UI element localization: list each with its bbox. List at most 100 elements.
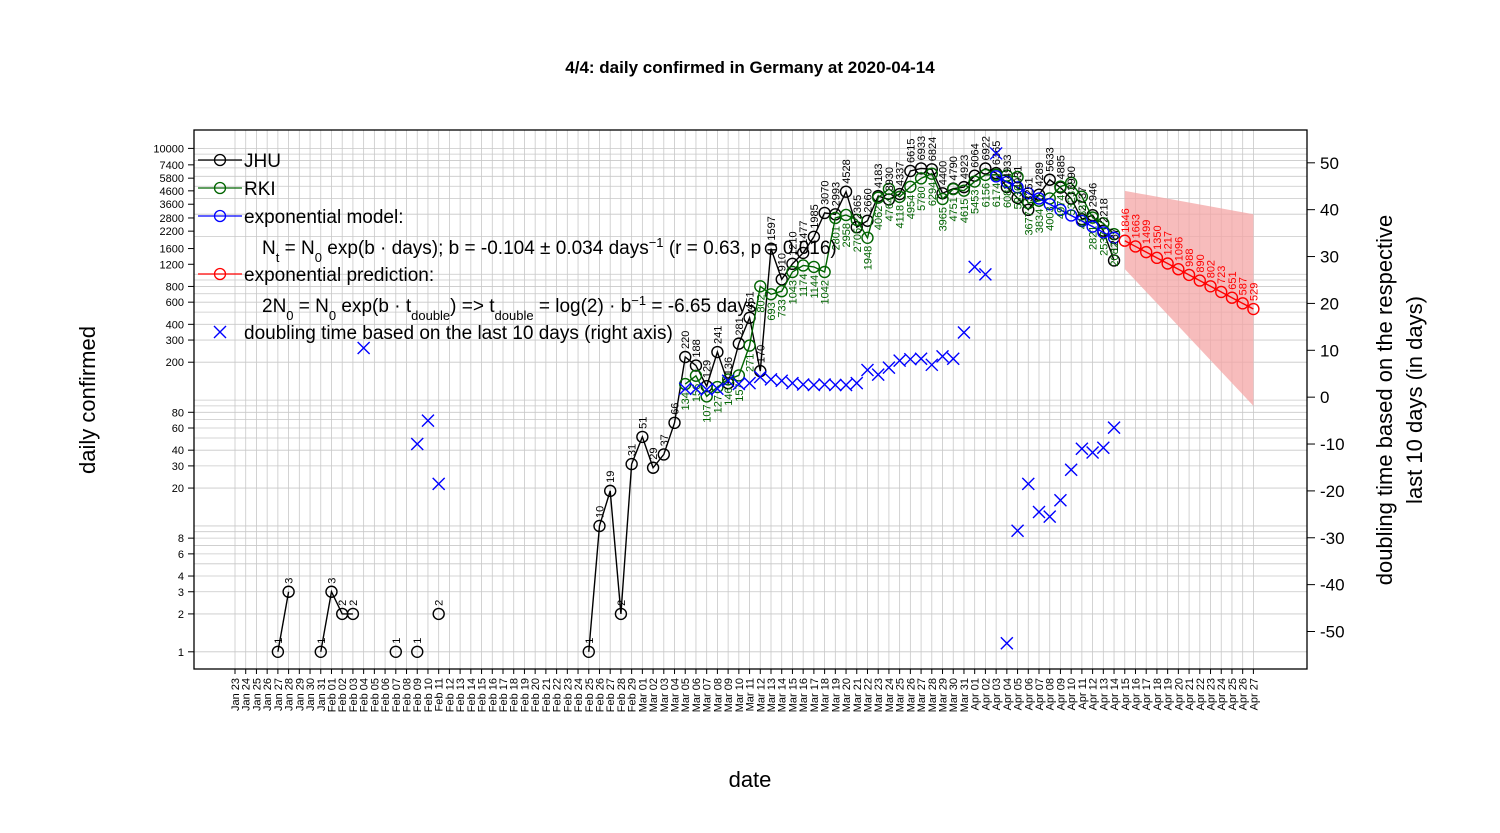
x-tick-label: Mar 18 (820, 678, 832, 712)
doubling-point (410, 437, 424, 451)
doubling-point (839, 378, 853, 392)
legend-prediction: exponential prediction: (198, 265, 434, 286)
jhu-point (807, 230, 821, 243)
y-tick-label: 4600 (160, 186, 184, 198)
rki-data-label: 5936 (1013, 185, 1025, 209)
jhu-data-label: 4031 (1013, 166, 1025, 190)
jhu-data-label: 3990 (1066, 166, 1078, 190)
jhu-data-label: 6933 (916, 136, 928, 160)
x-tick-label: Mar 14 (777, 678, 789, 712)
prediction-data-label: 988 (1184, 249, 1196, 267)
rki-point (818, 265, 831, 279)
doubling-layer (357, 146, 1121, 650)
jhu-point (796, 246, 810, 260)
x-tick-label: Feb 15 (477, 678, 489, 712)
doubling-point (432, 477, 446, 491)
x-tick-label: Feb 06 (380, 678, 392, 712)
x-tick-label: Apr 12 (1088, 678, 1100, 710)
x-tick-label: Apr 05 (1013, 678, 1025, 710)
rki-point (700, 390, 713, 403)
rki-data-label: 6082 (1002, 184, 1014, 208)
doubling-point (850, 376, 864, 390)
model-point (1043, 198, 1056, 211)
prediction-data-label: 1350 (1152, 225, 1164, 249)
x-tick-label: Feb 26 (594, 678, 606, 712)
svg-text:exponential model:: exponential model: (244, 207, 404, 228)
rki-data-label: 2821 (1088, 226, 1100, 250)
jhu-data-label: 3 (326, 578, 338, 584)
x-tick-label: Feb 08 (402, 678, 414, 712)
prediction-point (1161, 257, 1174, 270)
rki-data-label: 2958 (841, 223, 853, 247)
jhu-data-label: 1 (316, 638, 328, 644)
rki-point (893, 190, 906, 204)
x-tick-label: Apr 18 (1152, 678, 1164, 710)
jhu-data-label: 1985 (809, 204, 821, 228)
doubling-point (721, 374, 735, 388)
rki-data-label: 107 (702, 404, 714, 422)
model-point (1022, 187, 1035, 200)
model-point (1054, 203, 1067, 217)
jhu-point (1043, 173, 1056, 186)
x-tick-label: Feb 23 (562, 678, 574, 712)
x-tick-label: Apr 25 (1227, 678, 1239, 710)
rki-point (968, 175, 981, 188)
x-tick-label: Apr 10 (1066, 678, 1078, 710)
doubling-point (871, 368, 885, 382)
rki-data-label: 2705 (852, 228, 864, 252)
y2-tick-label: 40 (1320, 201, 1339, 220)
doubling-point (989, 146, 1003, 160)
right-axis: -50 -40 -30 -20 -10 0 10 20 30 40 50 (1307, 154, 1345, 642)
x-tick-label: Apr 20 (1173, 678, 1185, 710)
jhu-data-label: 188 (691, 339, 703, 357)
jhu-data-label: 6615 (905, 138, 917, 162)
y2-tick-label: -10 (1320, 435, 1345, 454)
x-tick-label: Mar 29 (938, 678, 950, 712)
rki-data-label: 4118 (895, 205, 907, 229)
doubling-point (828, 378, 842, 392)
y-tick-label: 40 (172, 445, 184, 457)
doubling-point (1000, 636, 1014, 650)
doubling-point (775, 374, 789, 388)
model-point (1086, 220, 1099, 233)
prediction-data-label: 1217 (1163, 231, 1175, 255)
y-tick-label: 800 (166, 281, 184, 293)
x-tick-label: Mar 07 (702, 678, 714, 712)
jhu-data-label: 2365 (852, 195, 864, 219)
jhu-data-label: 220 (680, 331, 692, 349)
jhu-point (711, 345, 724, 359)
x-tick-label: Mar 12 (755, 678, 767, 712)
rki-data-label: 4062 (873, 206, 885, 230)
rki-point (914, 172, 928, 185)
jhu-point (1022, 203, 1035, 217)
x-tick-label: Mar 17 (809, 678, 821, 712)
jhu-point (314, 645, 327, 658)
jhu-point (657, 448, 670, 461)
rki-point (1064, 176, 1078, 190)
rki-point (711, 380, 724, 394)
jhu-point (689, 359, 703, 372)
x-tick-label: Mar 16 (798, 678, 810, 712)
x-tick-label: Apr 04 (1002, 678, 1014, 710)
prediction-band (1124, 190, 1254, 406)
jhu-data-label: 3070 (820, 180, 832, 204)
jhu-point (271, 645, 285, 658)
jhu-data-label: 66 (670, 403, 682, 415)
jhu-point (679, 350, 692, 364)
y-tick-label: 8 (178, 533, 184, 545)
doubling-point (753, 370, 767, 384)
doubling-point (1043, 510, 1057, 524)
x-tick-label: Mar 03 (659, 678, 671, 712)
jhu-data-label: 2 (616, 600, 628, 606)
prediction-data-label: 1499 (1141, 220, 1153, 244)
x-tick-label: Apr 15 (1120, 678, 1132, 710)
prediction-data-label: 1663 (1130, 214, 1142, 238)
jhu-point (775, 273, 788, 286)
legend: JHU RKI exponential model: Nt = N0 exp(b… (198, 151, 837, 344)
prediction-point (1236, 297, 1249, 310)
doubling-point (785, 376, 799, 390)
x-tick-label: Apr 19 (1163, 678, 1175, 710)
rki-data-label: 4615 (959, 199, 971, 223)
y2-tick-label: 20 (1320, 294, 1339, 313)
